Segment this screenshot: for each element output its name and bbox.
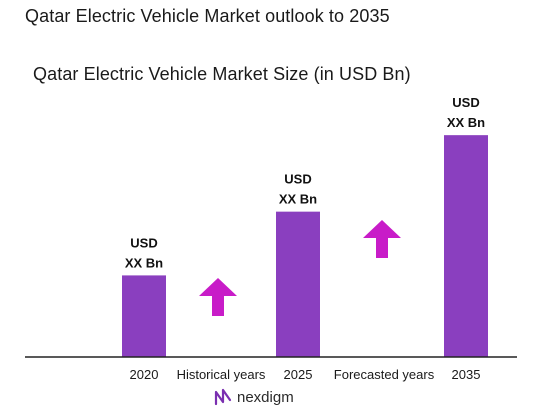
data-label-2035-currency: USD <box>452 95 479 110</box>
data-label-2025-currency: USD <box>284 172 311 187</box>
data-label-2020-currency: USD <box>130 235 157 250</box>
brand-name: nexdigm <box>237 388 294 406</box>
tick-label-2025: 2025 <box>284 367 313 382</box>
chart-title: Qatar Electric Vehicle Market Size (in U… <box>33 64 411 84</box>
nexdigm-logo-icon <box>214 388 232 406</box>
brand-logo: nexdigm <box>214 388 294 406</box>
tick-label-2035: 2035 <box>452 367 481 382</box>
bars-layer <box>122 135 488 357</box>
ticks-layer: 2020 2025 2035 Historical years Forecasted y… <box>130 367 481 382</box>
page-title: Qatar Electric Vehicle Market outlook to… <box>25 6 390 26</box>
forecasted-years-label: Forecasted years <box>334 367 435 382</box>
bar-2025 <box>276 211 320 357</box>
tick-label-2020: 2020 <box>130 367 159 382</box>
data-label-2020-value: XX Bn <box>125 255 163 270</box>
bar-2020 <box>122 275 166 357</box>
labels-layer: USD XX Bn USD XX Bn USD XX Bn <box>125 95 485 270</box>
bar-2035 <box>444 135 488 357</box>
growth-arrow-up-icon <box>199 278 237 316</box>
data-label-2035-value: XX Bn <box>447 115 485 130</box>
historical-years-label: Historical years <box>177 367 266 382</box>
growth-arrow-up-icon <box>363 220 401 258</box>
data-label-2025-value: XX Bn <box>279 192 317 207</box>
arrows-layer <box>199 220 401 316</box>
